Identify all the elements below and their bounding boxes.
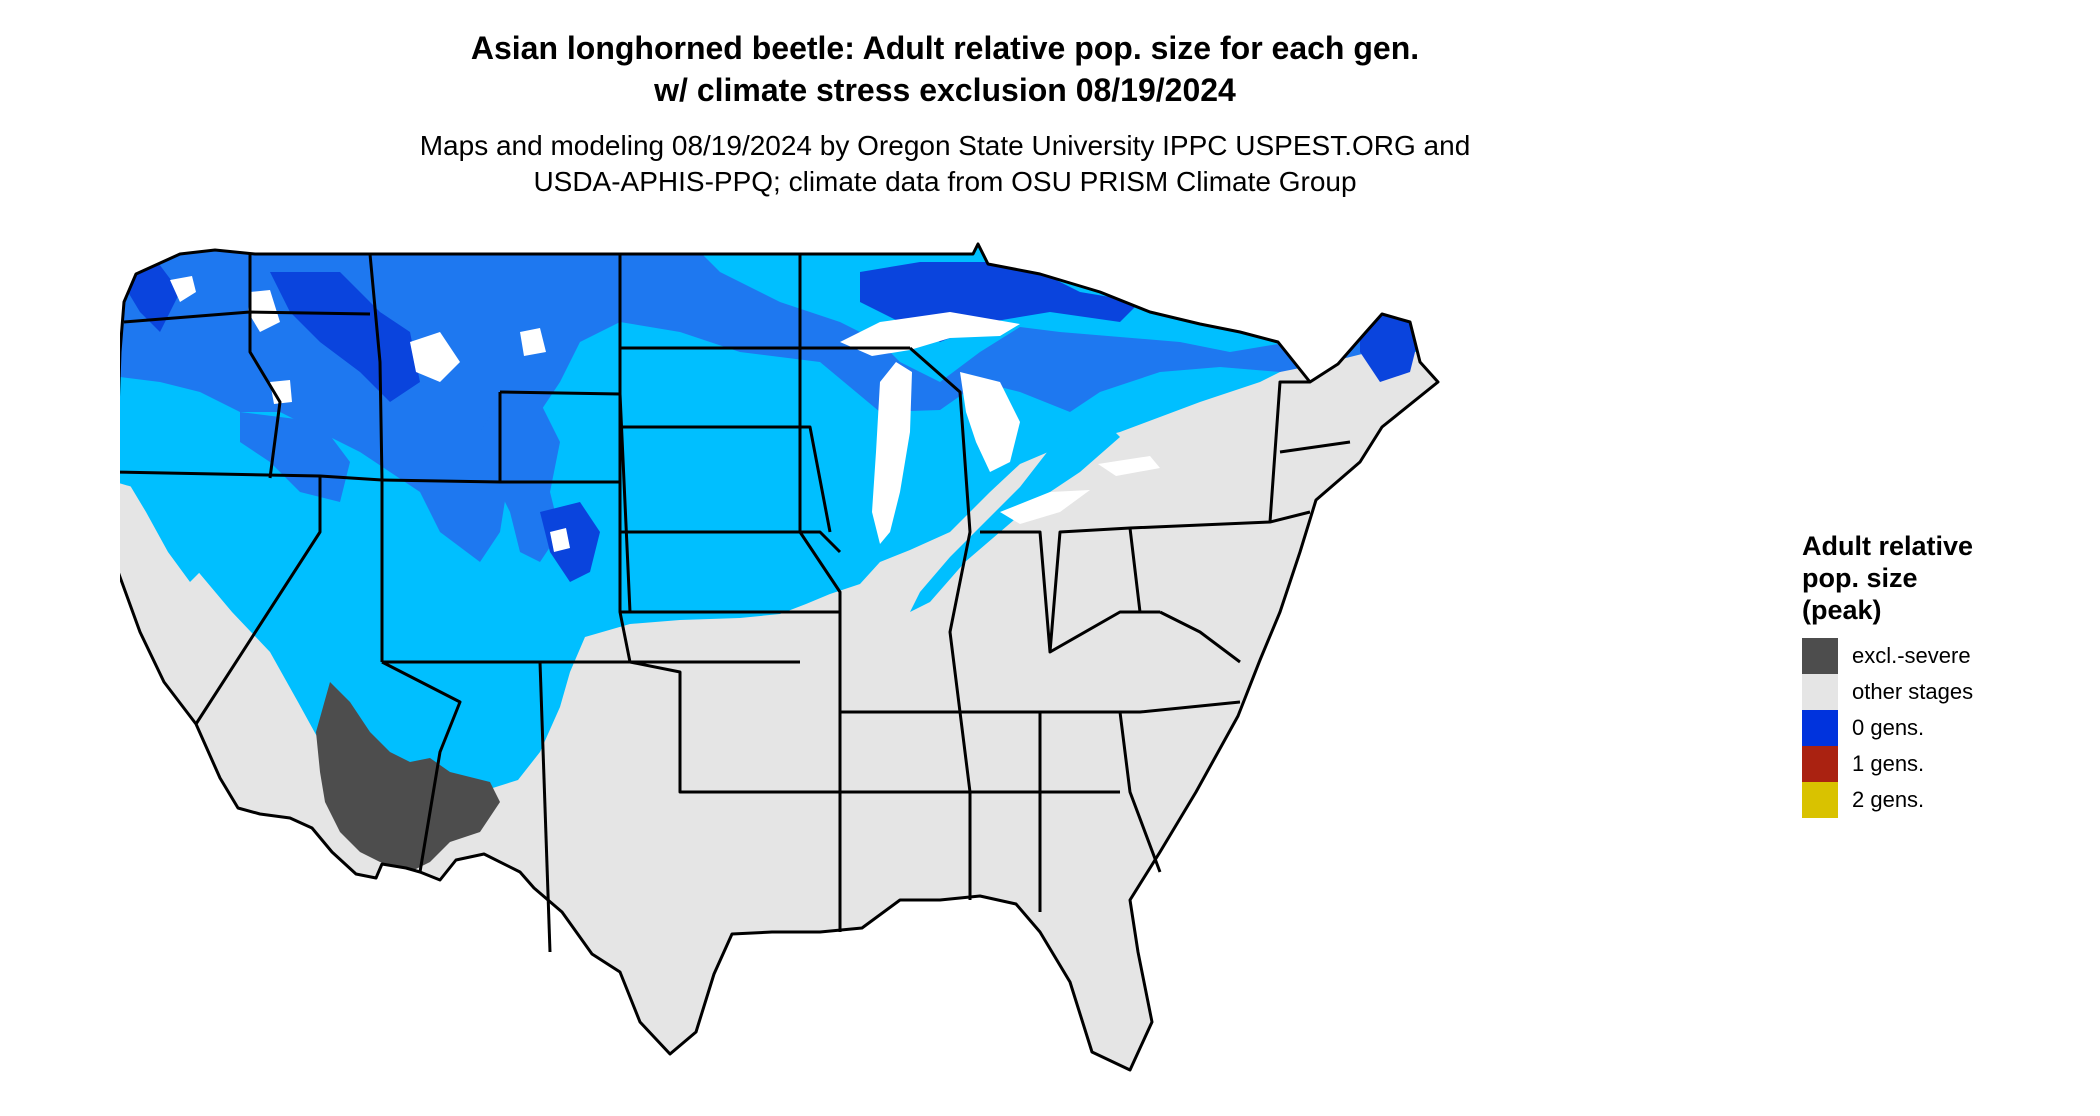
one-gen-region-texas [820,962,895,1068]
one-gen-region-keys [1300,1090,1352,1102]
legend-label-excl-severe: excl.-severe [1852,643,1971,668]
legend-swatch-2-gens [1802,782,1838,818]
legend-label-0-gens: 0 gens. [1852,715,1925,740]
legend-item-1-gens: 1 gens. [1802,746,2092,782]
excl-severe-region [316,682,500,872]
legend-items: excl.-severe other stages 0 gens. 1 gens… [1802,638,2092,818]
zero-gens-region-dark-colorado [540,502,600,582]
zero-gens-region-sierra [128,462,200,582]
us-phenology-map [120,242,1440,1102]
map-subtitle-line-1: Maps and modeling 08/19/2024 by Oregon S… [419,130,1471,161]
legend-title-line-3: (peak) [1802,595,1882,625]
zero-gens-region-dark-rockies [270,272,420,402]
legend-title-line-1: Adult relative [1802,531,1974,561]
legend-item-other-stages: other stages [1802,674,2092,710]
legend-swatch-0-gens [1802,710,1838,746]
map-subtitle-line-2: USDA-APHIS-PPQ; climate data from OSU PR… [533,166,1357,197]
zero-gens-region-appalachia [910,427,1120,612]
legend-title: Adult relative pop. size (peak) [1802,530,2092,626]
legend-swatch-other-stages [1802,674,1838,710]
lake-ontario [1098,456,1160,476]
lake-huron [960,372,1020,472]
lake-michigan [872,362,912,544]
legend-label-other-stages: other stages [1852,679,1974,704]
map-title-line-2: w/ climate stress exclusion 08/19/2024 [654,72,1236,108]
legend: Adult relative pop. size (peak) excl.-se… [1802,530,2092,818]
legend-item-2-gens: 2 gens. [1802,782,2092,818]
legend-title-line-2: pop. size [1802,563,1918,593]
one-gen-region-florida [1310,1007,1382,1070]
legend-label-1-gens: 1 gens. [1852,751,1925,776]
great-lakes [840,312,1160,544]
zero-gens-region-greatbasin [240,412,350,502]
legend-swatch-excl-severe [1802,638,1838,674]
state-borders [120,242,1440,1072]
legend-item-excl-severe: excl.-severe [1802,638,2092,674]
legend-item-0-gens: 0 gens. [1802,710,2092,746]
legend-swatch-1-gens [1802,746,1838,782]
lake-superior [840,312,1020,356]
lake-erie [1000,490,1090,524]
map-title-line-1: Asian longhorned beetle: Adult relative … [470,30,1420,66]
us-outline [120,242,1440,1072]
legend-label-2-gens: 2 gens. [1852,787,1925,812]
map-fill-layer [120,244,1438,1102]
